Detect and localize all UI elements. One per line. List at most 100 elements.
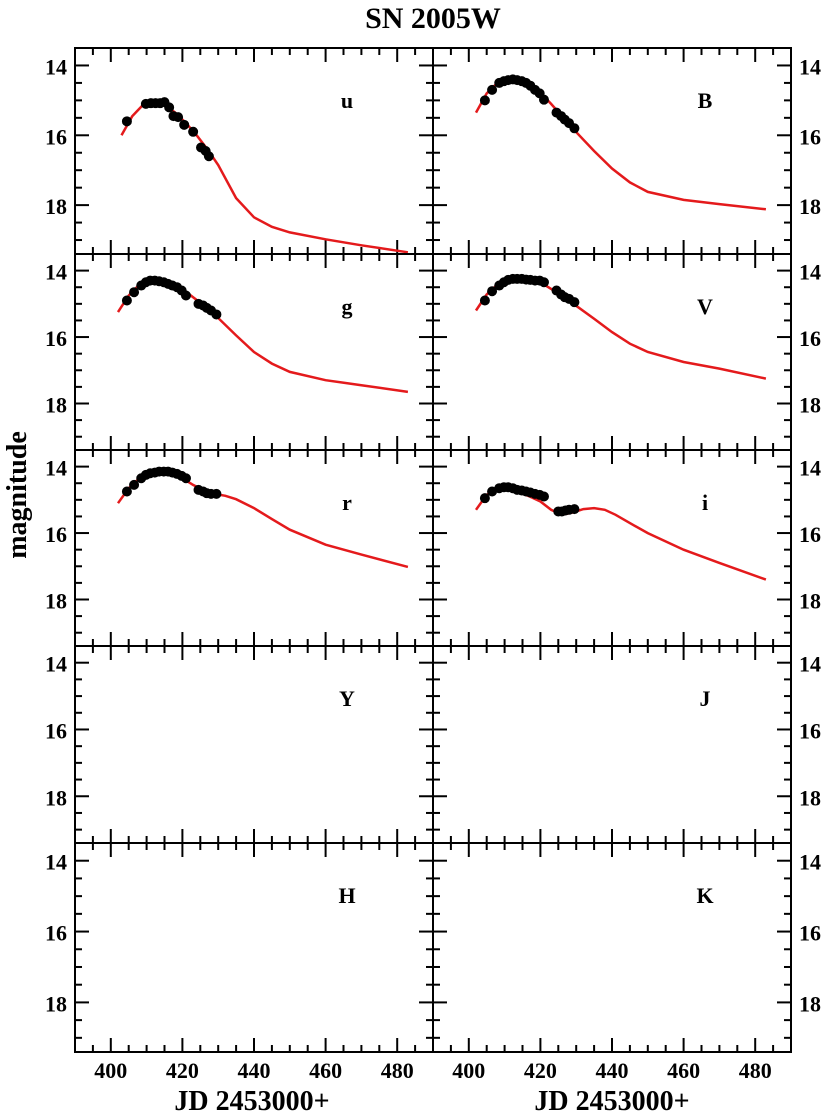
panel-r: 14 16 18 r [45,449,434,647]
data-point [479,295,490,306]
model-curve [116,470,409,569]
model-curve [474,486,767,581]
data-point [129,287,140,298]
panel-frame [74,47,434,255]
y-tick-label: 18 [799,588,821,613]
panel-frame [432,842,792,1053]
y-tick-label: 16 [799,921,821,946]
data-point [487,84,498,95]
x-tick-label: 480 [739,1058,772,1083]
y-tick-label: 16 [45,522,67,547]
data-point [569,297,580,308]
panel-B: 14 16 18 B [432,47,821,255]
data-point [188,126,199,137]
panel-frame [432,253,792,451]
data-point [129,479,140,490]
band-label: J [700,686,711,711]
y-tick-label: 18 [45,588,67,613]
band-label: u [341,88,353,113]
band-label: Y [339,686,355,711]
y-tick-label: 14 [799,456,821,481]
y-tick-label: 18 [45,194,67,219]
panel-frame [432,645,792,844]
data-point [538,94,549,105]
panel-J: 14 16 18 J [432,645,821,844]
y-tick-label: 14 [45,652,67,677]
data-point [569,504,580,515]
panel-frame [74,645,434,844]
y-tick-label: 18 [799,991,821,1016]
band-label: r [342,490,352,515]
panel-K: 14 16 18 400 420 440 460 480 K [432,842,821,1083]
data-point [203,151,214,162]
data-point [538,491,549,502]
y-axis-label: magnitude [2,431,33,559]
panel-u: 14 16 18 u [45,47,434,255]
band-label: i [702,490,708,515]
y-tick-label: 14 [45,850,67,875]
data-point [180,473,191,484]
x-tick-label: 460 [309,1058,342,1083]
model-curve [120,100,409,254]
data-point [173,112,184,123]
model-curve [474,78,767,211]
data-point [180,290,191,301]
data-point [479,95,490,106]
y-tick-label: 18 [45,392,67,417]
x-tick-label: 440 [238,1058,271,1083]
data-point [164,102,175,113]
x-tick-label: 440 [596,1058,629,1083]
x-tick-label: 480 [381,1058,414,1083]
y-tick-label: 14 [45,54,67,79]
data-point [569,123,580,134]
band-label: V [697,294,713,319]
data-point [538,277,549,288]
x-tick-label: 420 [524,1058,557,1083]
panel-i: 14 16 18 i [432,449,821,647]
y-tick-label: 14 [799,652,821,677]
data-point [211,309,222,320]
y-tick-label: 16 [45,718,67,743]
y-tick-label: 18 [45,991,67,1016]
data-point [121,486,132,497]
y-tick-label: 14 [799,54,821,79]
y-tick-label: 18 [799,392,821,417]
model-curve [116,279,409,394]
data-point [121,116,132,127]
y-tick-label: 16 [799,522,821,547]
band-label: B [698,88,713,113]
data-point [487,286,498,297]
y-tick-label: 16 [45,326,67,351]
y-tick-label: 16 [799,326,821,351]
x-tick-label: 400 [452,1058,485,1083]
panel-frame [432,47,792,255]
panel-H: 14 16 18 400 420 440 460 480 H [45,842,434,1083]
y-tick-label: 16 [45,124,67,149]
panel-frame [74,449,434,647]
y-tick-label: 16 [799,124,821,149]
data-point [211,488,222,499]
x-axis-label-left: JD 2453000+ [174,1086,329,1117]
y-tick-label: 16 [799,718,821,743]
data-point [479,493,490,504]
chart-title: SN 2005W [365,2,501,35]
band-label: g [342,294,353,319]
data-point [121,295,132,306]
x-axis-label-right: JD 2453000+ [534,1086,689,1117]
y-tick-label: 18 [799,194,821,219]
band-label: H [338,883,355,908]
y-tick-label: 18 [799,785,821,810]
panel-frame [432,449,792,647]
data-point [179,119,190,130]
x-tick-label: 460 [667,1058,700,1083]
panel-Y: 14 16 18 Y [45,645,434,844]
y-tick-label: 14 [45,456,67,481]
y-tick-label: 14 [45,260,67,285]
x-tick-label: 400 [94,1058,127,1083]
y-tick-label: 14 [799,850,821,875]
panel-g: 14 16 18 g [45,253,434,451]
y-tick-label: 14 [799,260,821,285]
y-tick-label: 16 [45,921,67,946]
panel-V: 14 16 18 V [432,253,821,451]
